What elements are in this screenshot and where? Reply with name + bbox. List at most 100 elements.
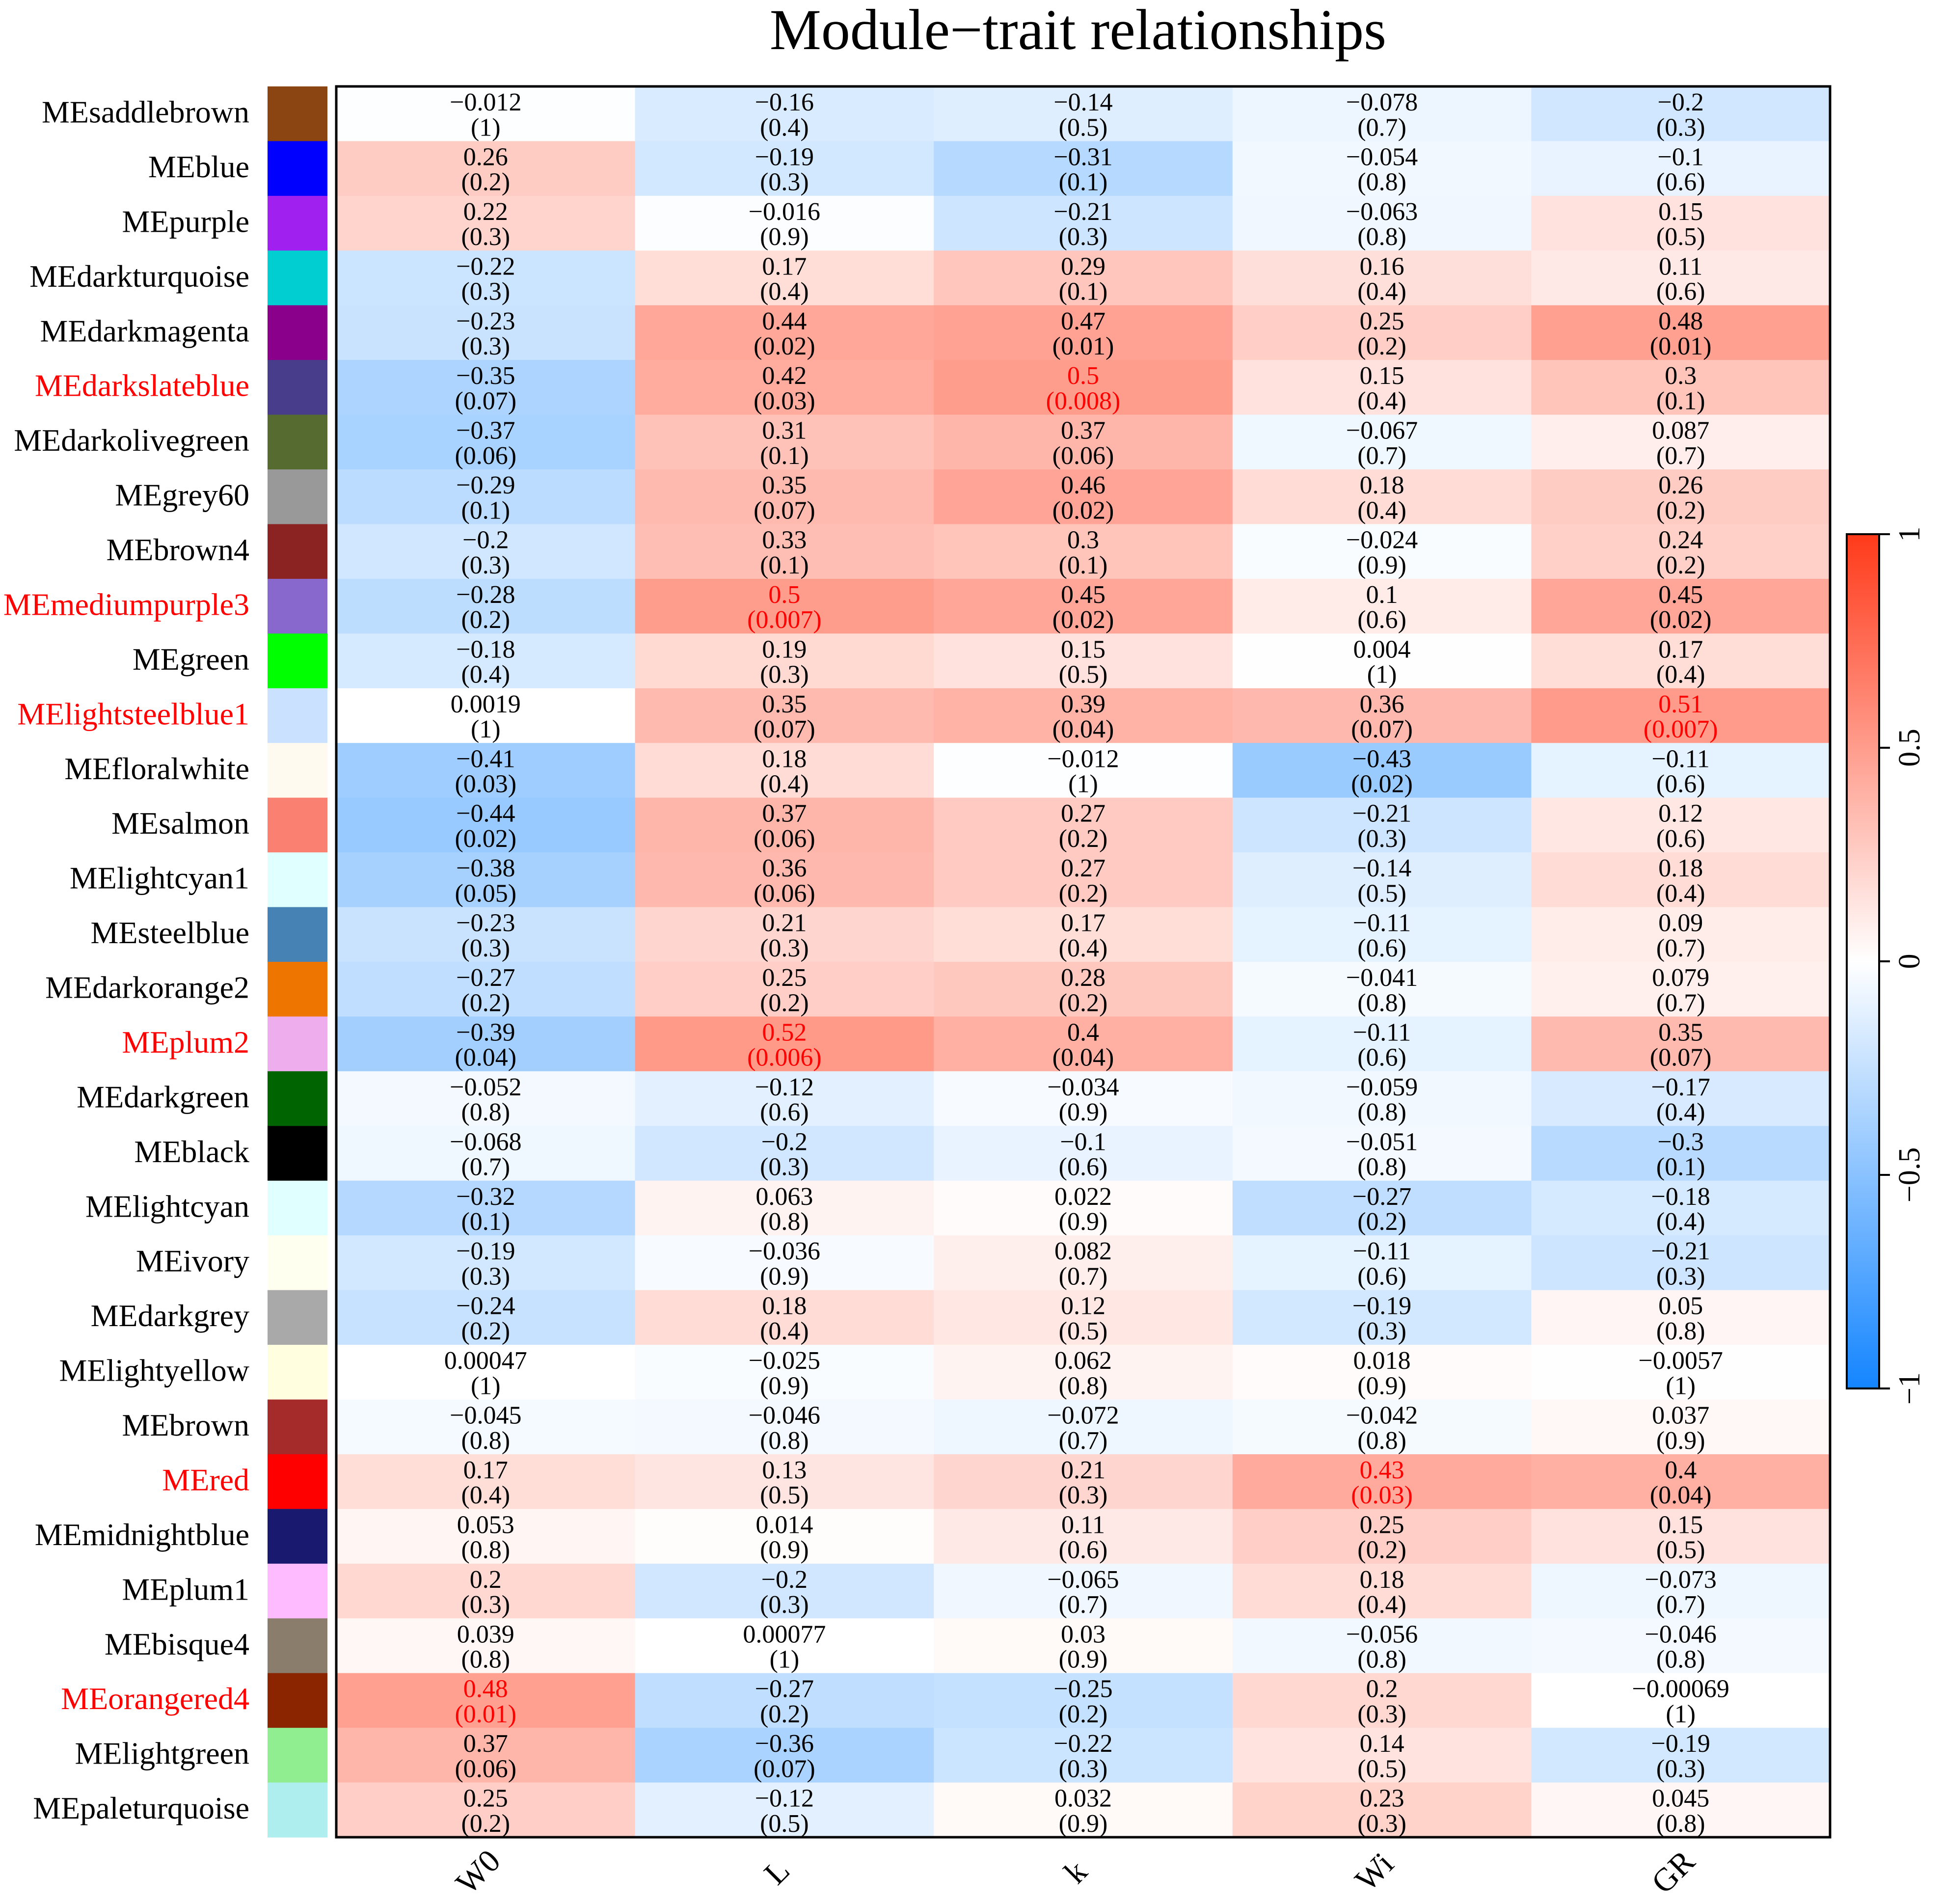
heat-cell: [934, 1563, 1233, 1619]
heat-cell: [635, 962, 934, 1017]
cell-correlation: −0.29: [456, 471, 515, 499]
cell-correlation: 0.44: [762, 307, 807, 335]
heat-cell: [635, 86, 934, 141]
cell-pvalue: (0.02): [455, 825, 516, 853]
heat-cell: [635, 1618, 934, 1674]
cell-pvalue: (0.6): [1357, 934, 1406, 962]
cell-pvalue: (0.3): [1357, 1810, 1406, 1838]
row-label-MEdarkorange2: MEdarkorange2: [45, 970, 249, 1005]
cell-correlation: −0.046: [1645, 1620, 1717, 1648]
heat-cell: [1232, 305, 1532, 360]
cell-correlation: −0.32: [456, 1183, 515, 1211]
heat-cell: [336, 1454, 636, 1509]
cell-pvalue: (0.4): [760, 770, 809, 798]
cell-pvalue: (0.2): [1357, 332, 1406, 360]
heat-cell: [1232, 852, 1532, 908]
cell-correlation: −0.23: [456, 909, 515, 937]
swatch-MEdarkolivegreen: [268, 414, 327, 470]
cell-pvalue: (0.8): [760, 1427, 809, 1455]
row-label-MEivory: MEivory: [136, 1244, 249, 1278]
swatch-MEfloralwhite: [268, 743, 327, 798]
heat-cell: [1232, 1728, 1532, 1783]
cell-correlation: 0.079: [1652, 964, 1709, 992]
heat-cell: [934, 962, 1233, 1017]
swatch-MElightsteelblue1: [268, 688, 327, 743]
cell-correlation: −0.042: [1346, 1402, 1418, 1430]
row-label-MEpurple: MEpurple: [122, 204, 250, 239]
cell-correlation: 0.42: [762, 362, 807, 390]
heat-cell: [1232, 1180, 1532, 1236]
heat-cell: [934, 1728, 1233, 1783]
row-label-MEsteelblue: MEsteelblue: [91, 915, 249, 950]
heat-cell: [336, 1618, 636, 1674]
cell-correlation: −0.0057: [1639, 1347, 1723, 1375]
cell-correlation: 0.15: [1658, 1511, 1703, 1539]
heat-cell: [635, 250, 934, 306]
row-label-MElightyellow: MElightyellow: [59, 1353, 249, 1388]
cell-pvalue: (0.2): [461, 1810, 510, 1838]
cell-pvalue: (0.8): [461, 1098, 510, 1126]
swatch-MEdarkgreen: [268, 1071, 327, 1126]
cell-pvalue: (0.006): [747, 1044, 822, 1072]
cell-correlation: −0.12: [755, 1785, 814, 1813]
heat-cell: [1531, 1618, 1831, 1674]
cell-pvalue: (0.1): [760, 442, 809, 470]
row-label-MEbrown4: MEbrown4: [106, 532, 249, 567]
heat-cell: [635, 414, 934, 470]
cell-pvalue: (0.8): [1357, 1098, 1406, 1126]
cell-pvalue: (0.4): [1656, 1098, 1705, 1126]
cell-correlation: −0.12: [755, 1073, 814, 1101]
cell-pvalue: (0.5): [1059, 1317, 1108, 1345]
heat-cell: [1531, 1728, 1831, 1783]
cell-correlation: 0.36: [762, 854, 807, 882]
cell-correlation: 0.23: [1360, 1785, 1404, 1813]
heat-cell: [934, 1782, 1233, 1838]
cell-correlation: −0.056: [1346, 1620, 1418, 1648]
row-label-MEdarkslateblue: MEdarkslateblue: [35, 368, 249, 403]
cell-correlation: −0.17: [1651, 1073, 1710, 1101]
heat-cell: [336, 743, 636, 798]
cell-correlation: −0.034: [1047, 1073, 1119, 1101]
cell-pvalue: (0.3): [461, 1591, 510, 1619]
heat-cell: [934, 469, 1233, 524]
cell-pvalue: (0.03): [754, 387, 815, 415]
cell-correlation: −0.041: [1346, 964, 1418, 992]
heat-cell: [635, 1454, 934, 1509]
cell-pvalue: (0.01): [455, 1700, 516, 1728]
cell-pvalue: (0.6): [1357, 1262, 1406, 1290]
heat-cell: [1232, 195, 1532, 251]
cell-pvalue: (0.5): [760, 1810, 809, 1838]
swatch-MEdarkorange2: [268, 962, 327, 1017]
heat-cell: [934, 195, 1233, 251]
swatch-MEgreen: [268, 633, 327, 689]
cell-pvalue: (0.2): [1059, 989, 1108, 1017]
cell-pvalue: (0.2): [461, 168, 510, 196]
cell-correlation: 0.18: [1360, 1566, 1404, 1594]
cell-correlation: 0.39: [1061, 690, 1105, 718]
swatch-MEgrey60: [268, 469, 327, 524]
cell-pvalue: (0.04): [1650, 1481, 1712, 1509]
cell-pvalue: (0.3): [760, 934, 809, 962]
heat-cell: [934, 1454, 1233, 1509]
cell-correlation: −0.025: [749, 1347, 820, 1375]
row-label-MEred: MEred: [162, 1462, 249, 1497]
cell-correlation: −0.27: [1352, 1183, 1411, 1211]
heat-cell: [1531, 578, 1831, 634]
heat-cell: [934, 852, 1233, 908]
heat-cell: [1531, 86, 1831, 141]
cell-correlation: 0.15: [1360, 362, 1404, 390]
heat-cell: [1531, 852, 1831, 908]
row-label-MEsaddlebrown: MEsaddlebrown: [42, 95, 249, 130]
cell-correlation: −0.052: [450, 1073, 521, 1101]
cell-pvalue: (0.8): [760, 1208, 809, 1236]
cell-pvalue: (0.1): [461, 1208, 510, 1236]
heat-cell: [1232, 1673, 1532, 1728]
cell-correlation: 0.12: [1658, 800, 1703, 828]
cell-correlation: 0.5: [768, 581, 800, 609]
swatch-MEblack: [268, 1126, 327, 1181]
heat-cell: [635, 797, 934, 853]
heat-cell: [635, 1345, 934, 1400]
heat-cell: [635, 688, 934, 743]
heat-cell: [1531, 797, 1831, 853]
swatch-MEorangered4: [268, 1673, 327, 1728]
